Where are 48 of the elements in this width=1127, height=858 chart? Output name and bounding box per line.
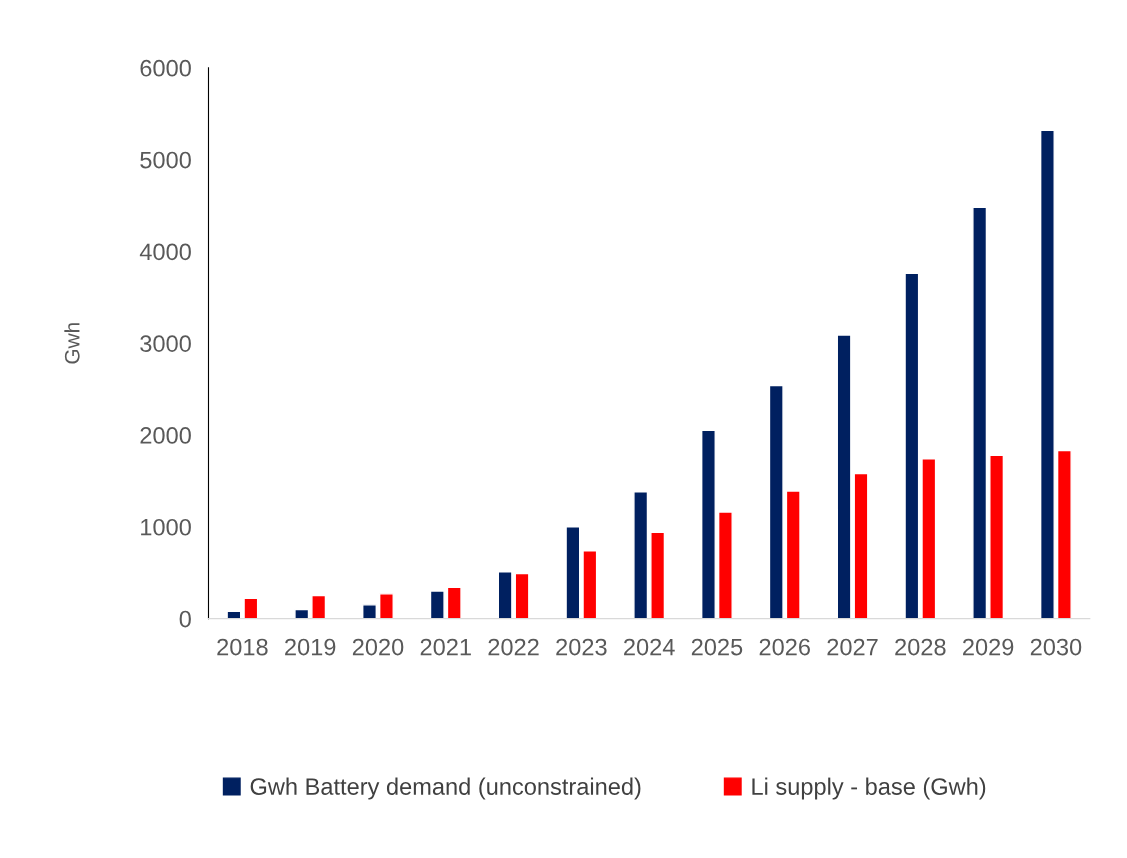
y-tick-label: 3000 bbox=[140, 335, 191, 352]
y-tick-label: 0 bbox=[179, 610, 191, 628]
bar bbox=[362, 604, 377, 619]
bar bbox=[1056, 449, 1072, 619]
legend-label: Gwh Battery demand (unconstrained) bbox=[250, 777, 641, 800]
x-tick-label: 2028 bbox=[895, 638, 946, 656]
bar bbox=[497, 571, 513, 619]
y-tick-label: 1000 bbox=[141, 518, 191, 536]
y-tick-label: 5000 bbox=[140, 151, 191, 169]
x-tick-label: 2019 bbox=[285, 638, 336, 656]
bar bbox=[836, 334, 852, 619]
bar bbox=[650, 531, 666, 619]
y-axis-title: Gwh bbox=[64, 323, 80, 364]
x-tick-label: 2023 bbox=[556, 638, 607, 656]
bar bbox=[311, 594, 327, 619]
x-tick-label: 2021 bbox=[420, 638, 471, 656]
bar bbox=[717, 511, 733, 619]
bar bbox=[904, 272, 920, 619]
bar bbox=[989, 454, 1005, 619]
bar bbox=[853, 472, 869, 619]
x-tick-label: 2022 bbox=[488, 638, 539, 656]
x-tick-label: 2025 bbox=[691, 638, 743, 656]
bar bbox=[700, 429, 716, 619]
bar bbox=[921, 458, 937, 619]
bar bbox=[582, 549, 598, 619]
bar bbox=[768, 384, 784, 619]
x-tick-label: 2027 bbox=[827, 638, 878, 656]
bar bbox=[446, 586, 462, 619]
bar bbox=[378, 593, 394, 619]
x-tick-label: 2020 bbox=[352, 638, 404, 656]
bar bbox=[514, 572, 530, 619]
bar bbox=[972, 206, 988, 619]
bar bbox=[243, 597, 259, 619]
y-tick-label: 6000 bbox=[140, 59, 191, 77]
x-tick-label: 2029 bbox=[963, 638, 1014, 656]
bar bbox=[785, 490, 801, 619]
x-tick-label: 2024 bbox=[624, 638, 675, 656]
bar bbox=[633, 491, 649, 619]
y-tick-label: 4000 bbox=[139, 243, 191, 261]
bar bbox=[429, 590, 445, 619]
bar bbox=[1039, 129, 1055, 619]
legend-label: Li supply - base (Gwh) bbox=[752, 777, 986, 800]
bar bbox=[565, 526, 581, 619]
bar bbox=[294, 608, 310, 619]
x-tick-label: 2026 bbox=[759, 638, 810, 656]
x-tick-label: 2030 bbox=[1030, 638, 1082, 656]
x-tick-label: 2018 bbox=[217, 638, 268, 656]
y-tick-label: 2000 bbox=[140, 427, 191, 444]
